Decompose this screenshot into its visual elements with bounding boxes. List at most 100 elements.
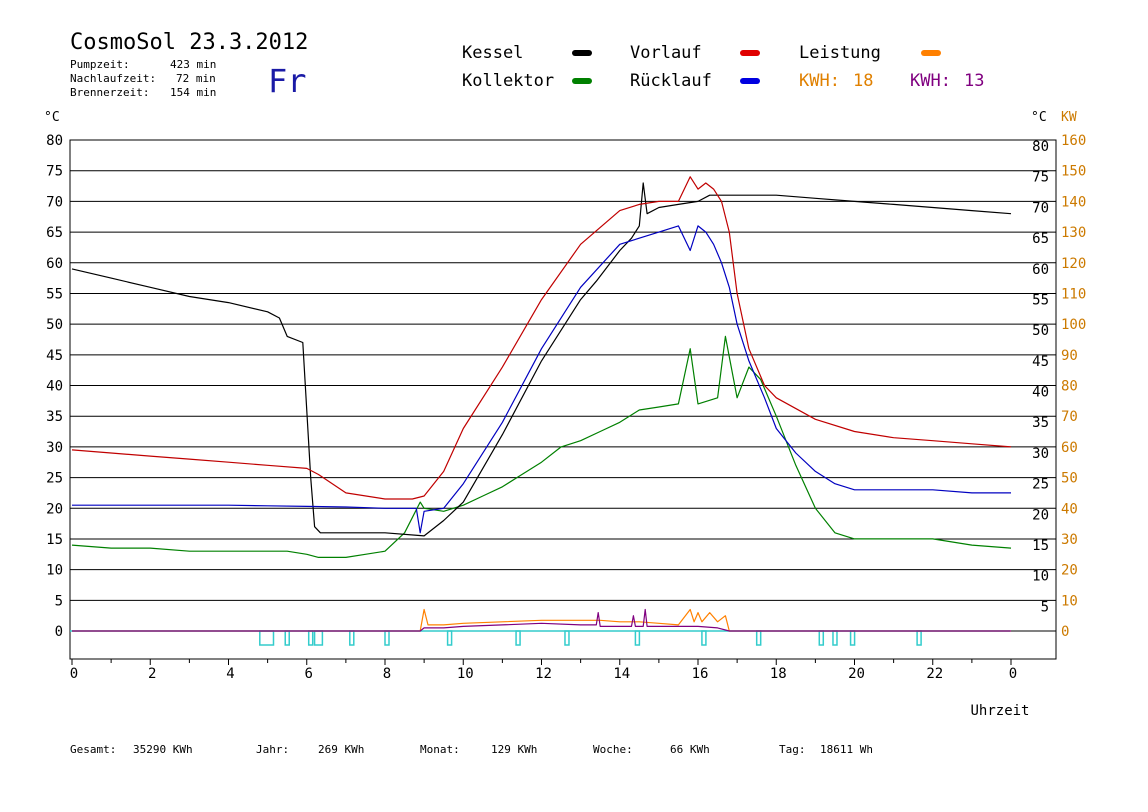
y-tick-right-c: 50	[1032, 323, 1049, 339]
y-tick-right-kw: 150	[1061, 164, 1086, 180]
x-tick-label: 20	[848, 666, 865, 682]
y-tick-left: 20	[46, 501, 63, 517]
series-line-kollektor	[71, 335, 1012, 558]
legend-ruecklauf-swatch	[740, 78, 760, 84]
y-tick-right-kw: 80	[1061, 379, 1078, 395]
pump-pulse	[849, 630, 856, 646]
pump-pulse	[284, 630, 290, 646]
pump-pulse	[916, 630, 922, 646]
y-tick-left: 25	[46, 471, 63, 487]
x-tick-label: 4	[226, 666, 234, 682]
y-tick-right-kw: 40	[1061, 501, 1078, 517]
legend-kessel-swatch	[572, 50, 592, 56]
x-tick-label: 16	[692, 666, 709, 682]
x-tick-label: 2	[148, 666, 156, 682]
y-tick-right-kw: 110	[1061, 286, 1086, 302]
y-tick-left: 75	[46, 164, 63, 180]
legend-leistung: Leistung	[799, 43, 881, 63]
y-tick-left: 30	[46, 440, 63, 456]
footer-woche-label: Woche:	[593, 743, 633, 756]
footer-jahr-value: 269 KWh	[318, 743, 365, 756]
y-tick-right-kw: 20	[1061, 563, 1078, 579]
pump-pulse	[564, 630, 570, 646]
y-tick-left: 55	[46, 286, 63, 302]
y-tick-left: 5	[55, 593, 63, 609]
y-tick-left: 60	[46, 256, 63, 272]
y-tick-right-c: 60	[1032, 262, 1049, 278]
y-tick-right-kw: 30	[1061, 532, 1078, 548]
stat-brennerzeit-value: 154 min	[170, 86, 217, 99]
x-tick-label: 18	[770, 666, 787, 682]
footer-jahr-label: Jahr:	[256, 743, 290, 756]
x-tick-label: 10	[457, 666, 474, 682]
y-tick-left: 70	[46, 194, 63, 210]
y-tick-right-kw: 50	[1061, 471, 1078, 487]
pump-pulse	[313, 630, 324, 646]
y-tick-right-c: 10	[1032, 569, 1049, 585]
y-tick-right-kw: 0	[1061, 624, 1069, 640]
y-tick-right-c: 45	[1032, 354, 1049, 370]
y-tick-right-c: 15	[1032, 538, 1049, 554]
y-axis-label-right-kw: KW	[1061, 110, 1077, 125]
legend-kollektor-swatch	[572, 78, 592, 84]
legend-kwh2-label: KWH:	[910, 71, 951, 91]
x-tick-label: 0	[1009, 666, 1017, 682]
y-tick-right-kw: 10	[1061, 593, 1078, 609]
pump-pulse	[349, 630, 355, 646]
x-tick-label: 0	[70, 666, 78, 682]
y-tick-left: 80	[46, 133, 63, 149]
y-tick-left: 50	[46, 317, 63, 333]
y-tick-right-kw: 60	[1061, 440, 1078, 456]
legend-vorlauf: Vorlauf	[630, 43, 702, 63]
y-tick-right-c: 80	[1032, 139, 1049, 155]
y-tick-left: 35	[46, 409, 63, 425]
x-axis-label: Uhrzeit	[970, 703, 1029, 719]
footer-tag-value: 18611 Wh	[820, 743, 873, 756]
y-tick-right-c: 75	[1032, 170, 1049, 186]
legend-kessel: Kessel	[462, 43, 524, 63]
weekday-label: Fr	[268, 62, 307, 100]
pump-pulse	[307, 630, 314, 646]
series-line-kwh	[72, 608, 1011, 632]
y-tick-right-kw: 90	[1061, 348, 1078, 364]
y-tick-right-kw: 100	[1061, 317, 1086, 333]
y-tick-right-c: 35	[1032, 415, 1049, 431]
y-tick-right-c: 30	[1032, 446, 1049, 462]
plot-frame	[69, 139, 1057, 660]
stat-nachlaufzeit-label: Nachlaufzeit:	[70, 72, 157, 85]
pump-pulse	[384, 630, 390, 646]
legend-kwh1-label: KWH:	[799, 71, 840, 91]
y-tick-right-c: 20	[1032, 507, 1049, 523]
y-tick-left: 65	[46, 225, 63, 241]
footer-woche-value: 66 KWh	[670, 743, 710, 756]
chart-title: CosmoSol 23.3.2012	[70, 30, 309, 55]
y-tick-right-c: 25	[1032, 477, 1049, 493]
x-tick-label: 22	[926, 666, 943, 682]
y-tick-left: 0	[55, 624, 63, 640]
y-tick-right-kw: 70	[1061, 409, 1078, 425]
footer-gesamt-label: Gesamt:	[70, 743, 117, 756]
y-tick-right-kw: 140	[1061, 194, 1086, 210]
pump-pulse	[755, 630, 762, 646]
x-tick-label: 12	[535, 666, 552, 682]
y-tick-right-c: 65	[1032, 231, 1049, 247]
legend-vorlauf-swatch	[740, 50, 760, 56]
legend-kwh2-value: 13	[964, 71, 985, 91]
y-axis-label-right-c: °C	[1031, 110, 1047, 125]
y-tick-left: 40	[46, 379, 63, 395]
series-line-kessel	[71, 182, 1012, 537]
footer-monat-value: 129 KWh	[491, 743, 538, 756]
pump-pulse	[818, 630, 825, 646]
y-tick-left: 45	[46, 348, 63, 364]
y-tick-left: 10	[46, 563, 63, 579]
stat-pumpzeit-value: 423 min	[170, 58, 217, 71]
pump-pulse	[701, 630, 707, 646]
y-tick-right-c: 5	[1041, 599, 1049, 615]
series-line-leistung	[72, 608, 1011, 632]
legend-leistung-swatch	[921, 50, 941, 56]
y-tick-right-kw: 130	[1061, 225, 1086, 241]
y-tick-left: 15	[46, 532, 63, 548]
y-tick-right-c: 40	[1032, 385, 1049, 401]
x-tick-label: 8	[383, 666, 391, 682]
